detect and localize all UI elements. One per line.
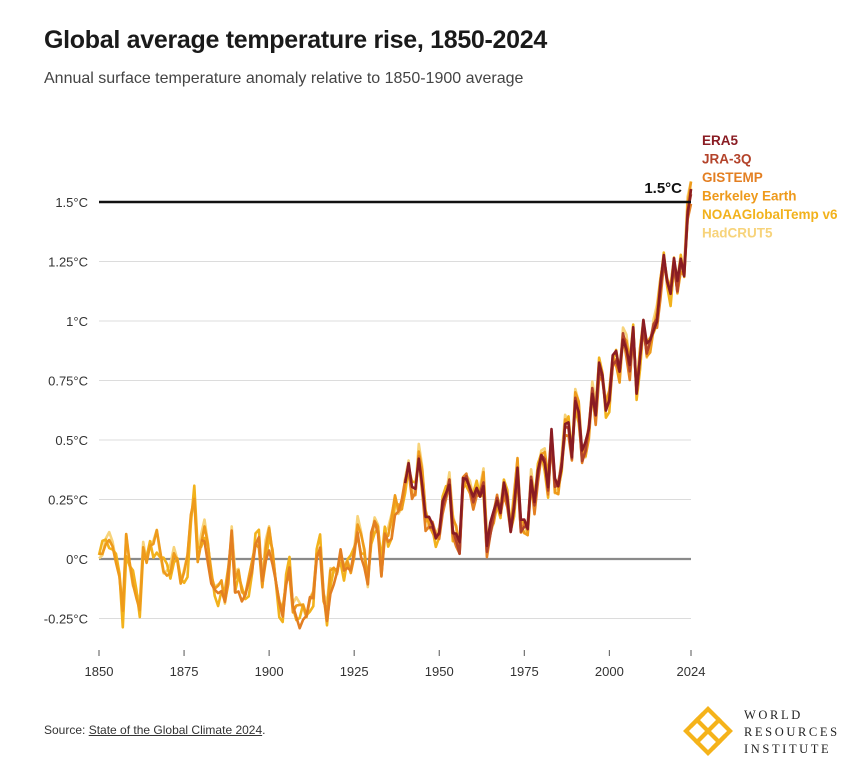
legend: ERA5 JRA-3Q GISTEMP Berkeley Earth NOAAGloba… [702, 133, 838, 241]
legend-item: ERA5 [702, 133, 739, 148]
legend-item: Berkeley Earth [702, 189, 797, 204]
wri-logo-text: WORLD RESOURCES INSTITUTE [744, 707, 840, 758]
x-tick-label: 1875 [170, 664, 199, 679]
legend-item: JRA-3Q [702, 152, 752, 167]
chart-subtitle: Annual surface temperature anomaly relat… [44, 70, 524, 87]
x-tick-label: 2000 [595, 664, 624, 679]
y-axis-tick-labels: -0.25°C 0°C 0.25°C 0.5°C 0.75°C 1°C 1.25°C 1.5°… [44, 195, 88, 627]
source-suffix: . [262, 723, 266, 737]
reference-line-group: 1.5°C [99, 180, 691, 204]
legend-item: GISTEMP [702, 170, 763, 185]
y-tick-label: 0.5°C [55, 433, 88, 448]
logo-line-3: INSTITUTE [744, 742, 832, 756]
x-tick-label: 1950 [425, 664, 454, 679]
x-tick-label: 1900 [255, 664, 284, 679]
temperature-line-chart: -0.25°C 0°C 0.25°C 0.5°C 0.75°C 1°C 1.25°C 1.5°… [44, 133, 838, 679]
source-note: Source: State of the Global Climate 2024… [44, 723, 265, 737]
logo-line-1: WORLD [744, 708, 803, 722]
legend-item: NOAAGlobalTemp v6 [702, 207, 838, 222]
x-tick-label: 1975 [510, 664, 539, 679]
x-tick-label: 2024 [677, 664, 706, 679]
chart-title: Global average temperature rise, 1850-20… [44, 26, 547, 54]
logo-line-2: RESOURCES [744, 725, 840, 739]
legend-item: HadCRUT5 [702, 226, 773, 241]
y-tick-label: 0.25°C [48, 493, 88, 508]
source-prefix: Source: [44, 723, 89, 737]
source-link[interactable]: State of the Global Climate 2024 [88, 723, 263, 737]
x-tick-label: 1925 [340, 664, 369, 679]
x-axis-tick-labels: 1850 1875 1900 1925 1950 1975 2000 2024 [85, 650, 706, 679]
y-tick-label: 0.75°C [48, 374, 88, 389]
wri-logo-icon [683, 706, 733, 756]
y-tick-label: 1.25°C [48, 255, 88, 270]
series-line-berkeley-earth [99, 181, 693, 619]
series-line-noaaglobaltemp-v6 [97, 188, 693, 629]
y-tick-label: 1.5°C [55, 195, 88, 210]
series-lines [97, 180, 693, 630]
y-tick-label: -0.25°C [44, 612, 88, 627]
y-tick-label: 1°C [66, 314, 88, 329]
series-line-era5 [403, 188, 693, 548]
wri-logo: WORLD RESOURCES INSTITUTE [680, 704, 840, 758]
reference-line-label: 1.5°C [644, 180, 682, 197]
y-tick-label: 0°C [66, 552, 88, 567]
x-tick-label: 1850 [85, 664, 114, 679]
